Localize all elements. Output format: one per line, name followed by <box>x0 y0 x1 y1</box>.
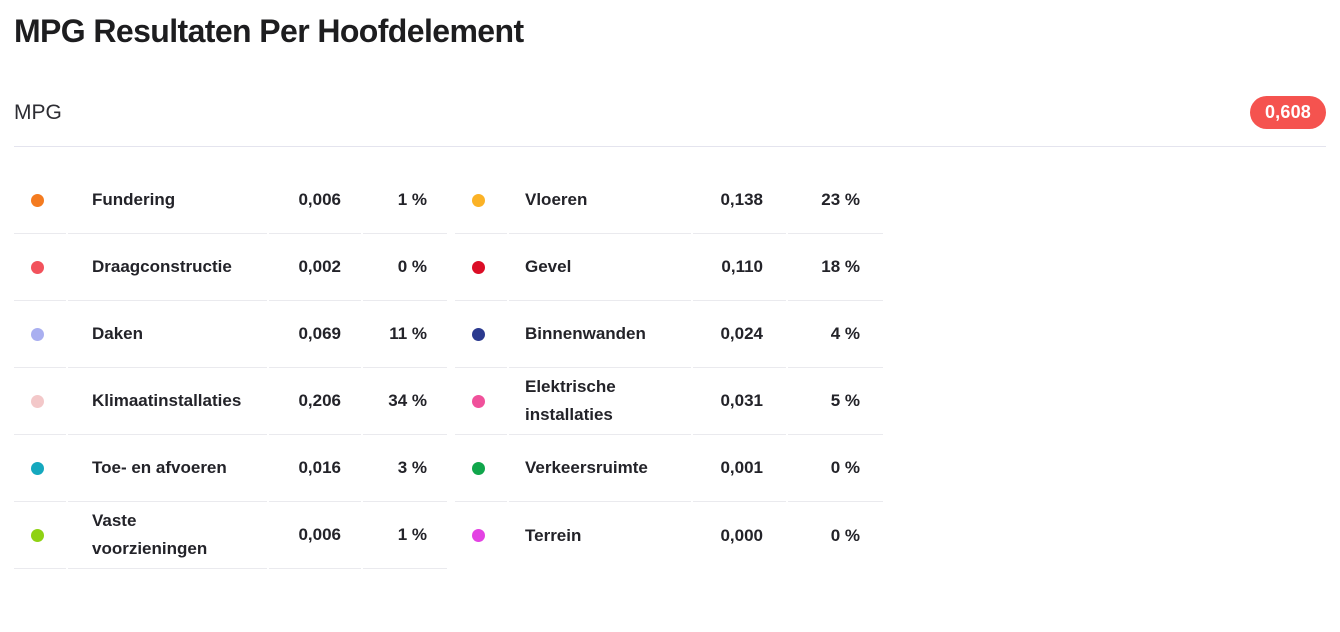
table-row: Verkeersruimte 0,001 0 % <box>455 435 883 502</box>
table-row: Elektrische installaties 0,031 5 % <box>455 368 883 435</box>
table-row: Gevel 0,110 18 % <box>455 234 883 301</box>
mpg-score-badge: 0,608 <box>1249 96 1326 129</box>
category-color-dot <box>31 193 44 207</box>
section-divider <box>14 146 1326 147</box>
category-value: 0,006 <box>269 502 361 569</box>
category-percent: 1 % <box>363 502 447 569</box>
category-color-dot <box>472 193 485 207</box>
category-color-dot <box>472 260 485 274</box>
dot-cell <box>455 234 507 301</box>
category-percent: 0 % <box>830 525 860 545</box>
category-label: Klimaatinstallaties <box>68 368 267 435</box>
dot-cell <box>455 167 507 234</box>
results-table-right: Vloeren 0,138 23 % Gevel 0,110 18 % Binn… <box>455 167 883 569</box>
category-value: 0,206 <box>269 368 361 435</box>
category-value: 0,110 <box>693 234 786 301</box>
category-value: 0,001 <box>693 435 786 502</box>
results-table-left: Fundering 0,006 1 % Draagconstructie 0,0… <box>14 167 447 569</box>
category-percent: 18 % <box>788 234 883 301</box>
category-color-dot <box>31 260 44 274</box>
dot-cell <box>14 167 66 234</box>
mpg-summary-row: MPG 0,608 <box>14 96 1326 129</box>
category-color-dot <box>31 461 44 475</box>
category-label: Binnenwanden <box>509 301 691 368</box>
category-label: Terrein <box>525 525 582 545</box>
dot-cell <box>14 234 66 301</box>
table-row: Fundering 0,006 1 % <box>14 167 447 234</box>
category-percent: 4 % <box>788 301 883 368</box>
category-color-dot <box>31 327 44 341</box>
table-row: Klimaatinstallaties 0,206 34 % <box>14 368 447 435</box>
category-label: Gevel <box>509 234 691 301</box>
table-row: Terrein 0,000 0 % <box>455 502 883 569</box>
category-percent: 11 % <box>363 301 447 368</box>
table-row: Draagconstructie 0,002 0 % <box>14 234 447 301</box>
category-percent: 1 % <box>363 167 447 234</box>
dot-cell <box>14 435 66 502</box>
category-color-dot <box>472 529 485 542</box>
dot-cell <box>14 502 66 569</box>
category-color-dot <box>472 394 485 408</box>
table-row: Toe- en afvoeren 0,016 3 % <box>14 435 447 502</box>
dot-cell <box>455 502 507 569</box>
dot-cell <box>14 301 66 368</box>
category-color-dot <box>31 528 44 542</box>
category-label: Vloeren <box>509 167 691 234</box>
category-color-dot <box>472 461 485 475</box>
category-percent: 0 % <box>788 435 883 502</box>
category-color-dot <box>472 327 485 341</box>
mpg-results-page: MPG Resultaten Per Hoofdelement MPG 0,60… <box>14 13 1326 569</box>
dot-cell <box>14 368 66 435</box>
table-row: Vloeren 0,138 23 % <box>455 167 883 234</box>
category-percent: 23 % <box>788 167 883 234</box>
dot-cell <box>455 435 507 502</box>
table-row: Daken 0,069 11 % <box>14 301 447 368</box>
category-color-dot <box>31 394 44 408</box>
category-label: Vaste voorzieningen <box>68 502 267 569</box>
results-tables: Fundering 0,006 1 % Draagconstructie 0,0… <box>14 167 1326 569</box>
category-percent: 3 % <box>363 435 447 502</box>
category-label: Verkeersruimte <box>509 435 691 502</box>
category-label: Daken <box>68 301 267 368</box>
category-percent: 5 % <box>788 368 883 435</box>
dot-cell <box>455 368 507 435</box>
category-value: 0,006 <box>269 167 361 234</box>
table-row: Binnenwanden 0,024 4 % <box>455 301 883 368</box>
category-label: Toe- en afvoeren <box>68 435 267 502</box>
category-percent: 0 % <box>363 234 447 301</box>
category-value: 0,069 <box>269 301 361 368</box>
category-percent: 34 % <box>363 368 447 435</box>
category-value: 0,016 <box>269 435 361 502</box>
category-value: 0,024 <box>693 301 786 368</box>
mpg-label: MPG <box>14 100 62 124</box>
dot-cell <box>455 301 507 368</box>
category-label: Fundering <box>68 167 267 234</box>
category-value: 0,002 <box>269 234 361 301</box>
category-value: 0,138 <box>693 167 786 234</box>
category-label: Draagconstructie <box>68 234 267 301</box>
category-value: 0,000 <box>720 525 763 545</box>
category-value: 0,031 <box>693 368 786 435</box>
page-title: MPG Resultaten Per Hoofdelement <box>14 13 524 49</box>
table-row: Vaste voorzieningen 0,006 1 % <box>14 502 447 569</box>
category-label: Elektrische installaties <box>509 368 691 435</box>
